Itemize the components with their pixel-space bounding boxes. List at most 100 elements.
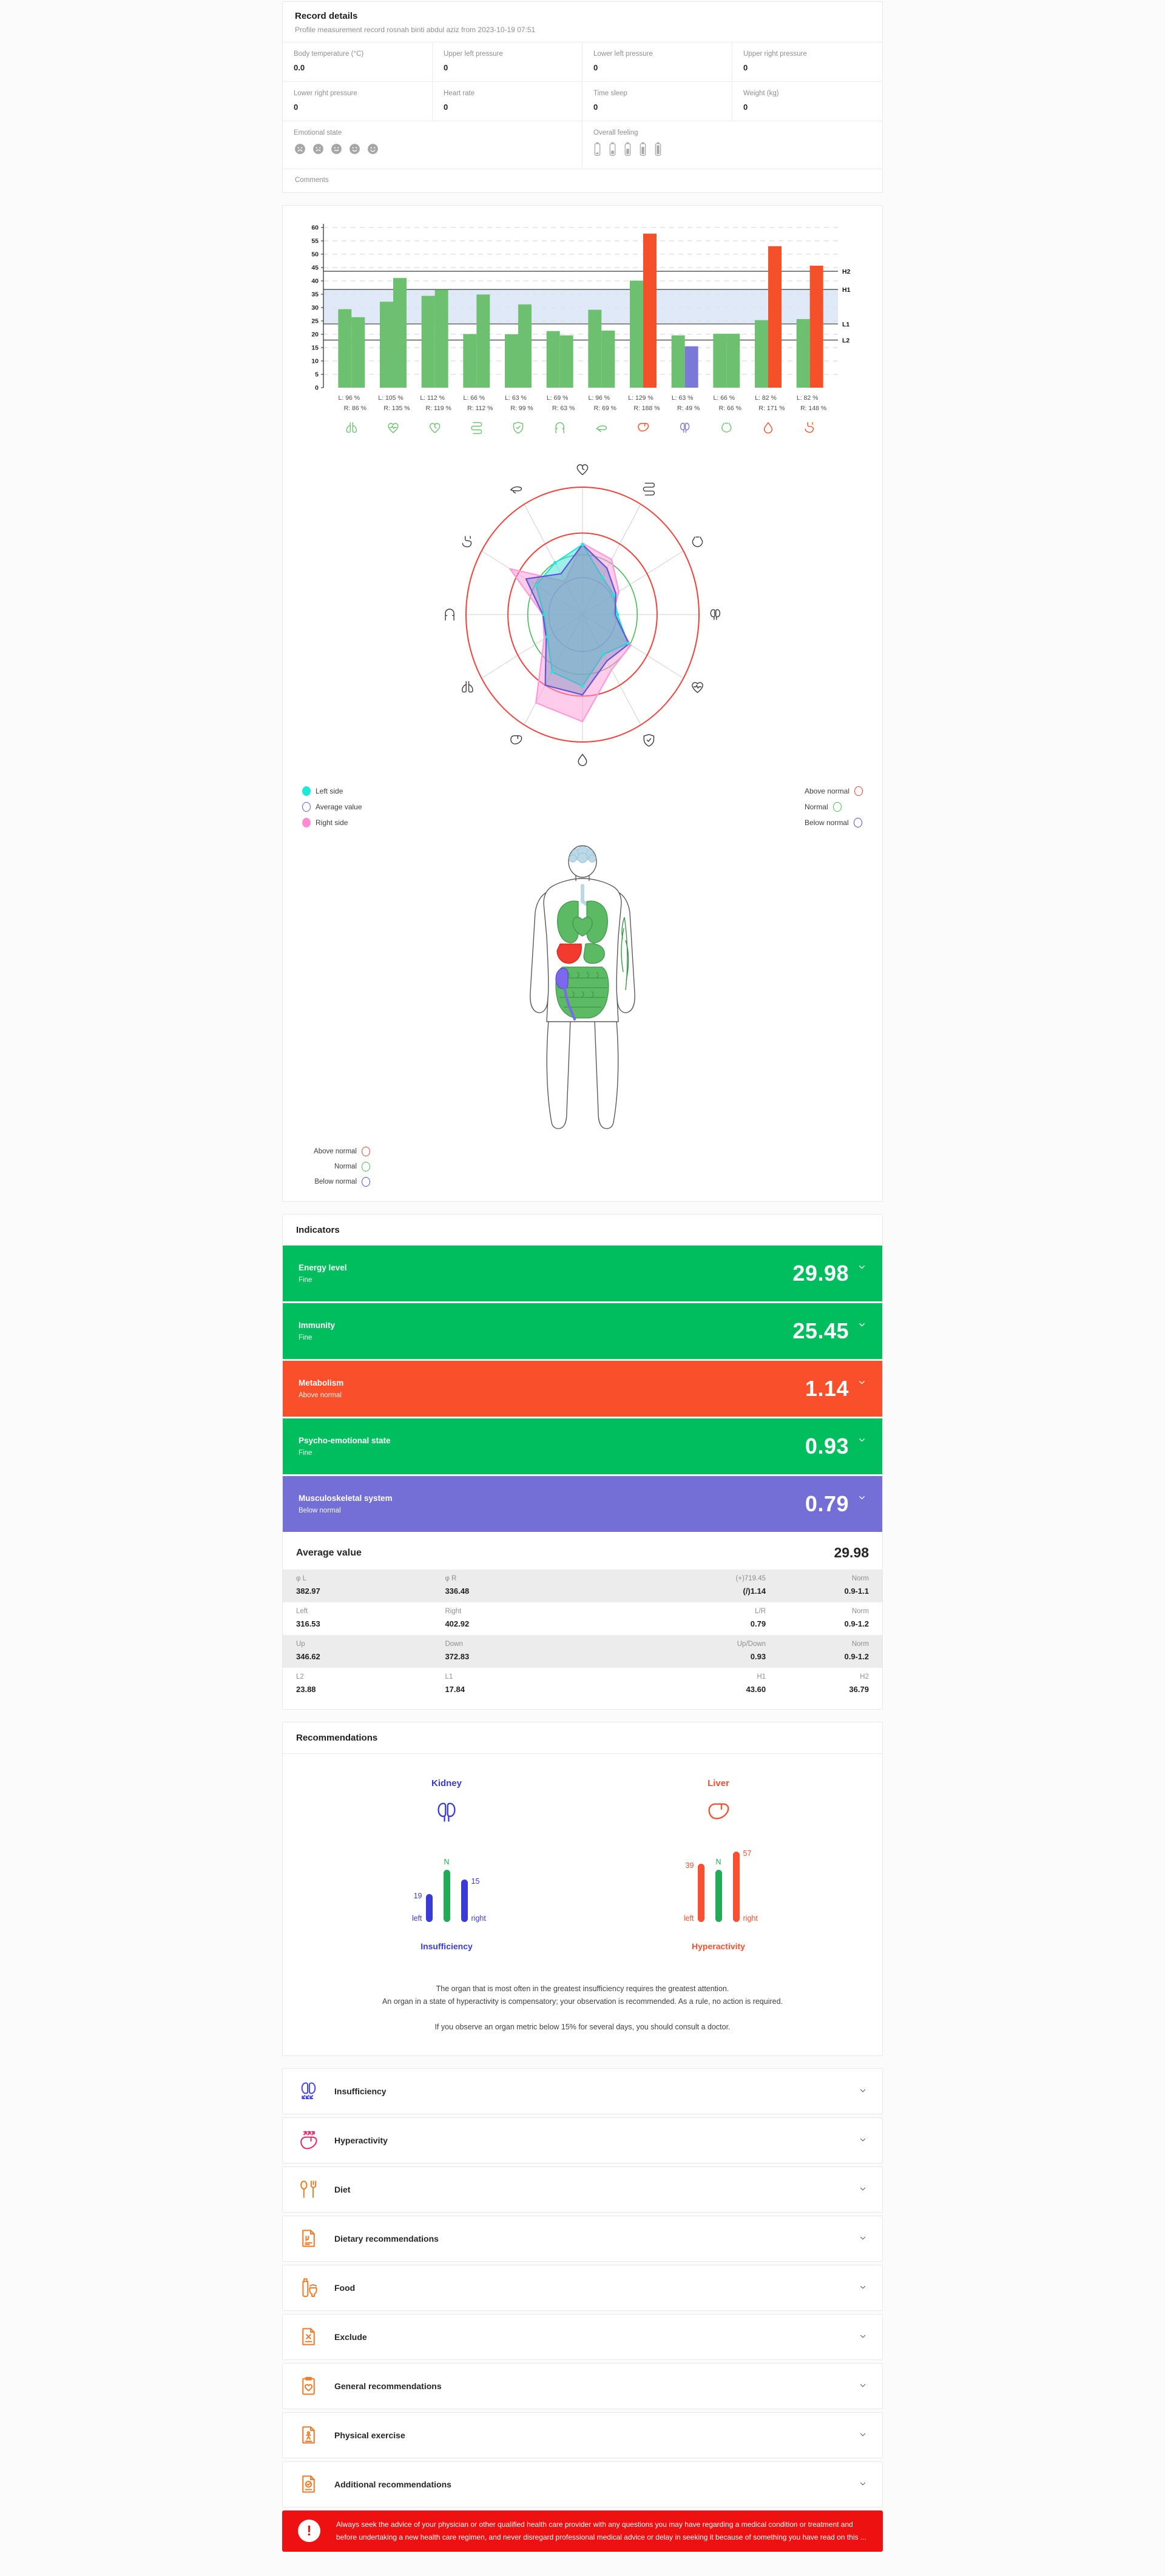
liver-icon bbox=[510, 735, 522, 744]
body-diagram bbox=[286, 840, 879, 1137]
indicator-row-musculoskeletal-system[interactable]: Musculoskeletal system Below normal 0.79 bbox=[283, 1476, 882, 1532]
indicator-name: Musculoskeletal system bbox=[299, 1494, 393, 1503]
cell-left: Left 316.53 bbox=[296, 1608, 445, 1628]
bar-left-intestine bbox=[463, 334, 477, 388]
emotional-state-rating[interactable] bbox=[294, 143, 571, 158]
sad-face-icon[interactable] bbox=[312, 143, 325, 158]
svg-text:L: 96 %: L: 96 % bbox=[339, 394, 360, 402]
cell-value: 0.79 bbox=[750, 1619, 766, 1628]
chevron-down-icon[interactable] bbox=[859, 2136, 868, 2145]
chevron-down-icon[interactable] bbox=[859, 2480, 868, 2489]
body-right-leg bbox=[594, 1020, 619, 1130]
accordion-item-additional-recommendations[interactable]: Additional recommendations bbox=[282, 2461, 883, 2507]
chevron-down-icon[interactable] bbox=[859, 2234, 868, 2243]
battery-level-2-icon[interactable] bbox=[609, 141, 616, 160]
cell-719-45: (+)719.45 (/)1.14 bbox=[640, 1575, 766, 1596]
legend-right-side: Right side bbox=[302, 818, 362, 828]
indicator-row-psycho-emotional-state[interactable]: Psycho-emotional state Fine 0.93 bbox=[283, 1418, 882, 1474]
accordion-item-insufficiency[interactable]: Insufficiency bbox=[282, 2068, 883, 2114]
battery-level-4-icon[interactable] bbox=[639, 141, 647, 160]
cell-label: Down bbox=[445, 1640, 463, 1648]
accordion-item-dietary-recommendations[interactable]: Dietary recommendations bbox=[282, 2215, 883, 2262]
legend-left-side: Left side bbox=[302, 786, 362, 796]
accordion-item-hyperactivity[interactable]: Hyperactivity bbox=[282, 2117, 883, 2163]
indicator-name: Psycho-emotional state bbox=[299, 1436, 391, 1445]
bar-left-kidneys bbox=[671, 335, 685, 388]
svg-text:15: 15 bbox=[311, 345, 319, 352]
lungs-icon bbox=[346, 422, 357, 433]
indicator-row-metabolism[interactable]: Metabolism Above normal 1.14 bbox=[283, 1361, 882, 1417]
bar-left-gallbladder bbox=[755, 320, 768, 388]
page-title: Record details bbox=[295, 11, 358, 21]
dietary-icon bbox=[297, 2227, 320, 2250]
pancreas-icon bbox=[510, 486, 522, 494]
indicator-status: Above normal bbox=[299, 1392, 342, 1399]
legend-below-normal: Below normal bbox=[805, 818, 863, 828]
stomach-icon bbox=[462, 536, 472, 548]
svg-text:30: 30 bbox=[311, 305, 319, 312]
indicator-info: Psycho-emotional state Fine bbox=[299, 1436, 391, 1457]
battery-level-3-icon[interactable] bbox=[624, 141, 632, 160]
smile-face-icon[interactable] bbox=[348, 143, 361, 158]
chevron-down-icon[interactable] bbox=[859, 2086, 868, 2096]
legend-swatch bbox=[302, 786, 311, 796]
bar-right-immunity bbox=[518, 304, 532, 388]
chevron-down-icon[interactable] bbox=[857, 1263, 866, 1272]
cell-value: 402.92 bbox=[445, 1619, 470, 1628]
battery-level-1-icon[interactable] bbox=[593, 141, 601, 160]
cell-value: 372.83 bbox=[445, 1652, 470, 1661]
happy-face-icon[interactable] bbox=[366, 143, 379, 158]
chevron-down-icon[interactable] bbox=[857, 1435, 866, 1445]
chevron-down-icon[interactable] bbox=[859, 2381, 868, 2390]
indicator-info: Energy level Fine bbox=[299, 1263, 347, 1284]
average-table-row: Up 346.62 Down 372.83 Up/Down 0.93 Norm 0.9-1.2 bbox=[283, 1635, 882, 1668]
cell-value: 346.62 bbox=[296, 1652, 320, 1661]
svg-text:L: 69 %: L: 69 % bbox=[547, 394, 569, 402]
svg-text:L: 66 %: L: 66 % bbox=[464, 394, 485, 402]
lungs-organ bbox=[557, 900, 608, 943]
heart-icon bbox=[429, 423, 441, 433]
body-left-leg bbox=[546, 1020, 571, 1130]
organ-balance-bar-chart: 0 5 10 15 20 25 30 35 40 45 50 55 60 H2 H1 L1 L2 L: 96 % R… bbox=[286, 218, 879, 443]
svg-text:25: 25 bbox=[311, 318, 319, 325]
chevron-down-icon[interactable] bbox=[857, 1493, 866, 1502]
legend-label: Above normal bbox=[804, 787, 849, 795]
very-sad-face-icon[interactable] bbox=[294, 143, 306, 158]
accordion-label: Physical exercise bbox=[334, 2430, 405, 2440]
cell-value: 23.88 bbox=[296, 1685, 316, 1694]
accordion-item-exclude[interactable]: Exclude bbox=[282, 2313, 883, 2360]
bar-right-cardio bbox=[393, 278, 407, 388]
indicator-row-immunity[interactable]: Immunity Fine 25.45 bbox=[283, 1303, 882, 1359]
confused-face-icon[interactable] bbox=[330, 143, 343, 158]
accordion-item-general-recommendations[interactable]: General recommendations bbox=[282, 2362, 883, 2409]
accordion-item-food[interactable]: Food bbox=[282, 2264, 883, 2311]
chevron-down-icon[interactable] bbox=[859, 2185, 868, 2194]
field-lower-right-pressure: Lower right pressure 0 bbox=[283, 82, 433, 121]
trachea bbox=[581, 884, 588, 906]
cell-label: Norm bbox=[851, 1575, 869, 1582]
legend-swatch bbox=[832, 802, 842, 812]
overall-feeling-rating[interactable] bbox=[593, 141, 871, 160]
svg-text:45: 45 bbox=[311, 265, 319, 272]
accordion-item-physical-exercise[interactable]: Physical exercise bbox=[282, 2412, 883, 2458]
heart-icon bbox=[576, 464, 589, 476]
kidneys-icon bbox=[433, 1798, 461, 1826]
accordion-label: Insufficiency bbox=[334, 2086, 387, 2096]
diet-icon bbox=[297, 2178, 320, 2200]
accordion-label: Diet bbox=[334, 2184, 351, 2194]
chevron-down-icon[interactable] bbox=[859, 2283, 868, 2292]
indicator-row-energy-level[interactable]: Energy level Fine 29.98 bbox=[283, 1246, 882, 1301]
chevron-down-icon[interactable] bbox=[859, 2332, 868, 2341]
bar-value: 39 bbox=[685, 1861, 694, 1870]
emotional-state-cell: Emotional state bbox=[283, 121, 582, 169]
svg-text:R: 49 %: R: 49 % bbox=[677, 405, 700, 412]
cell-h2: H2 36.79 bbox=[766, 1673, 869, 1694]
bar-n: N bbox=[443, 1858, 450, 1922]
accordion-item-diet[interactable]: Diet bbox=[282, 2166, 883, 2213]
battery-level-5-icon[interactable] bbox=[654, 141, 662, 160]
chevron-down-icon[interactable] bbox=[857, 1378, 866, 1387]
chevron-down-icon[interactable] bbox=[857, 1320, 866, 1329]
legend-above-normal: Above normal bbox=[805, 786, 863, 796]
svg-text:R: 99 %: R: 99 % bbox=[510, 405, 533, 412]
chevron-down-icon[interactable] bbox=[859, 2430, 868, 2439]
